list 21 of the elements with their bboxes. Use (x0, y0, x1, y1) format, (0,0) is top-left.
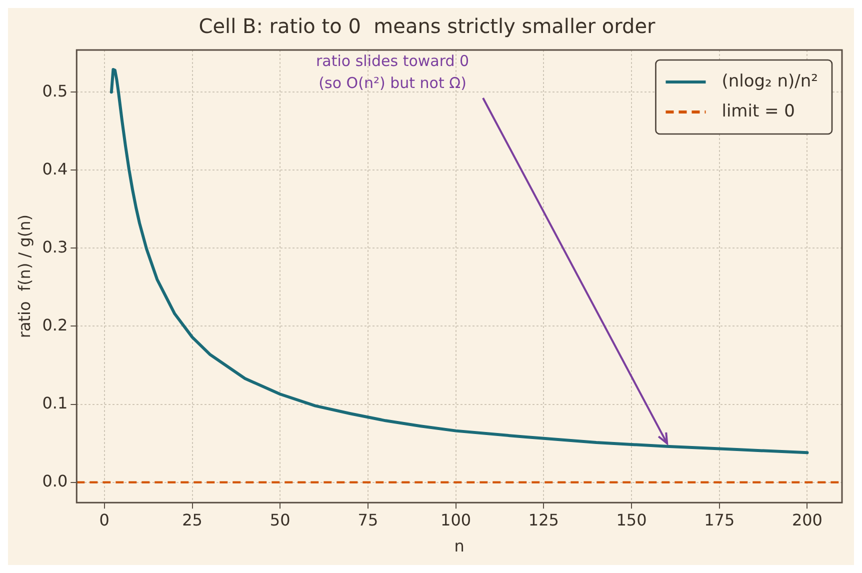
y-tick-label: 0.2 (42, 315, 68, 334)
x-tick-label: 0 (99, 510, 110, 530)
x-tick-label: 50 (270, 510, 290, 530)
x-tick-label: 100 (440, 510, 472, 530)
x-tick-label: 75 (358, 510, 378, 530)
y-tick-label: 0.4 (42, 159, 68, 178)
x-tick-label: 25 (182, 510, 202, 530)
x-tick-label: 200 (792, 510, 822, 530)
x-tick-label: 175 (704, 510, 735, 530)
y-axis-title: ratio f(n) / g(n) (14, 214, 34, 338)
y-tick-label: 0.0 (42, 471, 68, 490)
legend-label: (nlog₂ n)/n² (722, 71, 818, 92)
x-axis-title: n (454, 536, 464, 556)
x-tick-label: 150 (616, 510, 647, 530)
y-tick-label: 0.5 (42, 81, 68, 100)
chart-title: Cell B: ratio to 0 means strictly smaller order (198, 14, 656, 38)
annotation: ratio slides toward 0 (so O(n²) but not Ω) (316, 52, 470, 92)
y-tick-label: 0.3 (42, 237, 68, 256)
y-tick-label: 0.1 (42, 393, 68, 412)
x-tick-label: 125 (528, 510, 559, 530)
legend-label: limit = 0 (722, 101, 795, 122)
